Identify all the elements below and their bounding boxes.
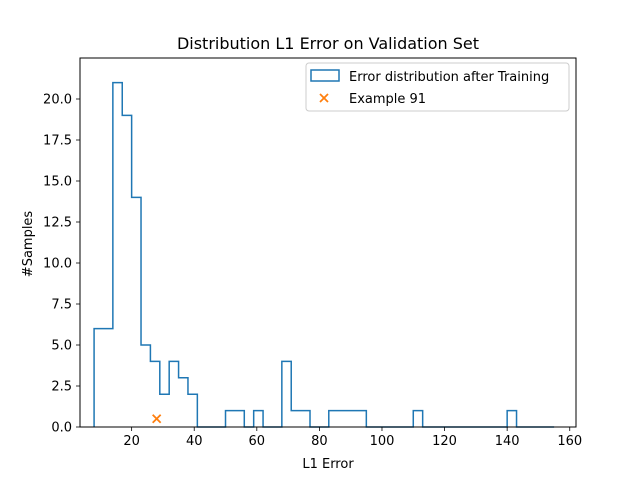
y-axis: 0.0 2.5 5.0 7.5 10.0 12.5 15.0 17.5 20.0	[43, 93, 80, 436]
x-tick-label: 140	[495, 434, 520, 449]
y-tick-label: 0.0	[51, 421, 72, 436]
x-tick-label: 20	[123, 434, 140, 449]
y-tick-label: 2.5	[51, 380, 72, 395]
x-tick-label: 120	[432, 434, 457, 449]
y-tick-label: 15.0	[43, 175, 72, 190]
y-tick-label: 20.0	[43, 93, 72, 108]
x-tick-label: 40	[186, 434, 203, 449]
y-tick-label: 7.5	[51, 298, 72, 313]
legend-box	[305, 62, 570, 112]
legend-histogram-label: Error distribution after Training	[349, 70, 549, 85]
example-marker-point	[152, 414, 162, 424]
x-tick-label: 60	[249, 434, 266, 449]
y-tick-label: 10.0	[43, 257, 72, 272]
legend-histogram-swatch	[310, 69, 340, 82]
x-tick-label: 160	[557, 434, 582, 449]
axes-frame	[79, 57, 577, 428]
legend-marker-label: Example 91	[349, 92, 426, 107]
x-axis: 20 40 60 80 100 120 140 160	[123, 427, 582, 449]
x-axis-label: L1 Error	[302, 457, 354, 472]
legend-marker-swatch	[319, 93, 329, 103]
plot-area	[79, 57, 577, 428]
chart-title: Distribution L1 Error on Validation Set	[177, 34, 479, 53]
y-axis-label: #Samples	[21, 211, 36, 278]
y-tick-label: 5.0	[51, 339, 72, 354]
y-tick-label: 17.5	[43, 134, 72, 149]
x-tick-label: 100	[370, 434, 395, 449]
legend-marker-x	[319, 93, 329, 103]
legend: Error distribution after Training Exampl…	[305, 62, 570, 112]
x-tick-label: 80	[311, 434, 328, 449]
y-tick-label: 12.5	[43, 216, 72, 231]
example-marker	[152, 414, 162, 424]
